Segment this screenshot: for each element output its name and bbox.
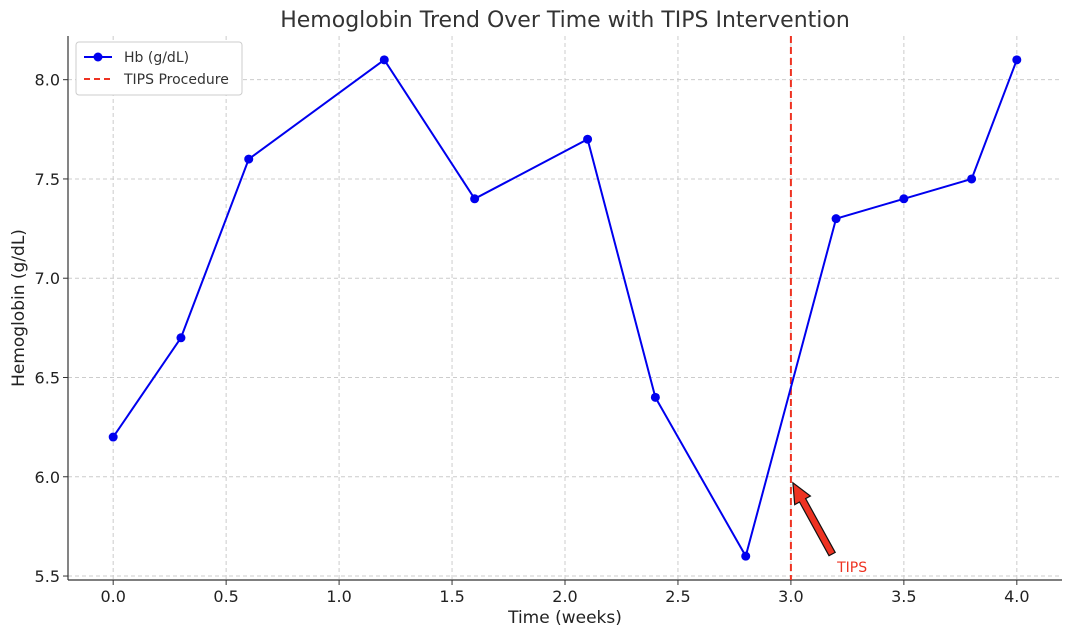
x-tick-label: 0.5 xyxy=(213,587,238,606)
tips-annotation-arrow xyxy=(792,481,837,557)
legend-series-marker xyxy=(93,52,103,62)
x-tick-label: 3.5 xyxy=(891,587,916,606)
hb-data-point xyxy=(379,55,389,65)
chart-title: Hemoglobin Trend Over Time with TIPS Int… xyxy=(280,8,850,33)
hb-data-point xyxy=(244,154,254,164)
y-tick-label: 7.5 xyxy=(35,170,60,189)
grid-layer xyxy=(68,36,1062,580)
y-tick-label: 8.0 xyxy=(35,71,60,90)
hb-series-line xyxy=(112,58,1018,559)
x-tick-label: 2.0 xyxy=(552,587,577,606)
hb-data-point xyxy=(967,174,977,184)
hb-data-point xyxy=(470,194,480,204)
hb-data-point xyxy=(831,214,841,224)
tips-annotation-label: TIPS xyxy=(836,560,867,576)
x-tick-label: 3.0 xyxy=(778,587,803,606)
x-axis-label: Time (weeks) xyxy=(507,608,622,628)
series-layer xyxy=(108,55,1022,561)
ticks-layer: 0.0 0.5 1.0 1.5 2.0 2.5 3.0 3.5 4.0 5.5 6.0 6.5 7.0 7… xyxy=(35,71,1030,606)
y-axis-label: Hemoglobin (g/dL) xyxy=(9,229,29,387)
hb-data-point xyxy=(650,392,660,402)
hb-data-point xyxy=(176,333,186,343)
legend-frame xyxy=(75,41,243,96)
y-tick-label: 5.5 xyxy=(35,567,60,586)
x-tick-label: 1.5 xyxy=(439,587,464,606)
hb-data-point xyxy=(1012,55,1022,65)
x-tick-label: 2.5 xyxy=(665,587,690,606)
x-tick-label: 1.0 xyxy=(326,587,351,606)
x-tick-label: 4.0 xyxy=(1004,587,1029,606)
y-tick-label: 6.0 xyxy=(35,468,60,487)
y-tick-label: 7.0 xyxy=(35,269,60,288)
hb-data-point xyxy=(108,432,118,442)
y-tick-label: 6.5 xyxy=(35,368,60,387)
hb-data-point xyxy=(583,134,593,144)
legend-series-label: Hb (g/dL) xyxy=(124,50,189,66)
x-tick-label: 0.0 xyxy=(100,587,125,606)
legend-tips-label: TIPS Procedure xyxy=(123,72,229,88)
annotation-layer: TIPS xyxy=(792,481,867,576)
hb-data-point xyxy=(899,194,909,204)
hb-data-point xyxy=(741,551,751,561)
legend: Hb (g/dL) TIPS Procedure xyxy=(75,41,243,96)
